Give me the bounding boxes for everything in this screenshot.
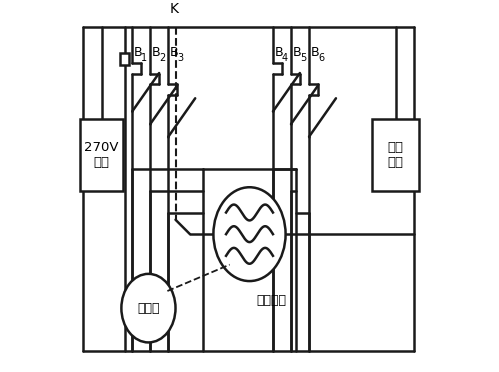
Text: 6: 6 <box>318 53 324 63</box>
Text: K: K <box>169 2 178 16</box>
Text: B: B <box>134 46 143 59</box>
Text: 异步电机: 异步电机 <box>256 294 287 307</box>
Text: B: B <box>275 46 283 59</box>
Text: B: B <box>170 46 179 59</box>
Text: B: B <box>293 46 301 59</box>
Bar <box>120 53 130 65</box>
Text: 起动
电源: 起动 电源 <box>388 141 404 169</box>
Text: 1: 1 <box>141 53 147 63</box>
Ellipse shape <box>121 274 176 343</box>
Text: 5: 5 <box>300 53 306 63</box>
Text: 270V
负载: 270V 负载 <box>84 141 119 169</box>
Bar <box>372 119 419 191</box>
Text: 发动机: 发动机 <box>137 302 160 315</box>
Text: 2: 2 <box>159 53 166 63</box>
Ellipse shape <box>214 187 285 281</box>
Text: 4: 4 <box>282 53 288 63</box>
Text: 3: 3 <box>177 53 184 63</box>
Bar <box>80 119 123 191</box>
Text: B: B <box>311 46 319 59</box>
Text: B: B <box>152 46 161 59</box>
